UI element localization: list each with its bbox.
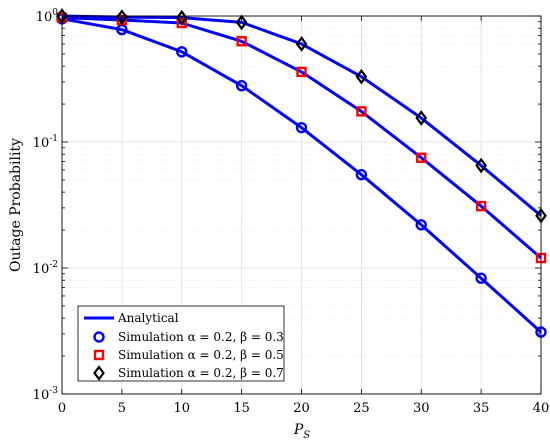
legend-marker-1 [93, 331, 105, 343]
legend: Analytical Simulation α = 0.2, β = 0.3 Si… [77, 305, 285, 382]
analytical-curve-3 [61, 14, 542, 217]
y-tick-label: 100 [36, 8, 59, 25]
sim-point-s1-7 [475, 272, 487, 284]
legend-label-3: Simulation α = 0.2, β = 0.7 [118, 366, 284, 380]
analytical-curve-1 [61, 17, 543, 334]
sim-point-s1-6 [415, 219, 427, 231]
legend-marker-3 [93, 365, 105, 381]
x-tick-label: 5 [118, 401, 126, 416]
y-tick-label: 10-3 [33, 386, 59, 403]
y-tick-label: 10-2 [33, 260, 58, 277]
x-tick-label: 10 [173, 401, 190, 416]
sim-point-s3-1 [116, 9, 128, 25]
sim-point-s1-2 [176, 46, 188, 58]
sim-point-s3-3 [235, 14, 248, 31]
x-tick-label: 30 [413, 401, 430, 416]
tick-labels: 0 5 10 15 20 25 30 35 40 100 10-1 10-2 10-3 [33, 8, 550, 416]
x-tick-label: 40 [533, 401, 550, 416]
y-axis-label: Outage Probability [8, 138, 24, 272]
simulation-markers [56, 8, 547, 338]
x-tick-label: 25 [353, 401, 370, 416]
sim-point-s2-6 [416, 152, 427, 163]
sim-point-s3-5 [355, 68, 368, 85]
sim-point-s3-7 [475, 157, 487, 174]
y-tick-label: 10-1 [33, 134, 58, 151]
sim-point-s1-5 [355, 169, 368, 181]
x-tick-label: 35 [473, 401, 490, 416]
x-tick-label: 0 [58, 401, 66, 416]
axes [61, 15, 542, 395]
grid [62, 16, 541, 394]
sim-point-s1-3 [235, 79, 248, 92]
legend-label-2: Simulation α = 0.2, β = 0.5 [118, 348, 284, 362]
sim-point-s2-5 [356, 106, 367, 117]
sim-point-s2-7 [475, 200, 487, 212]
x-tick-label: 20 [293, 401, 310, 416]
x-axis-label: PS [293, 422, 310, 441]
legend-analytical-label: Analytical [117, 311, 179, 325]
sim-point-s1-4 [295, 121, 308, 134]
legend-label-1: Simulation α = 0.2, β = 0.3 [118, 330, 284, 344]
sim-point-s3-4 [295, 36, 308, 52]
analytical-curves [61, 14, 543, 334]
analytical-curve-2 [61, 16, 542, 260]
legend-marker-2 [93, 349, 105, 361]
sim-point-s2-4 [296, 66, 307, 78]
sim-point-s3-6 [415, 110, 428, 126]
sim-point-s2-3 [236, 36, 247, 47]
x-tick-label: 15 [233, 401, 250, 416]
